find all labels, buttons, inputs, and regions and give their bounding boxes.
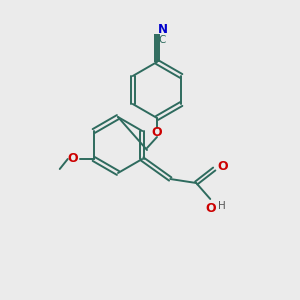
Text: O: O — [217, 160, 228, 173]
Text: C: C — [158, 35, 165, 45]
Text: O: O — [205, 202, 216, 215]
Text: O: O — [152, 125, 162, 139]
Text: N: N — [158, 23, 168, 36]
Text: H: H — [218, 201, 226, 211]
Text: O: O — [67, 152, 78, 166]
